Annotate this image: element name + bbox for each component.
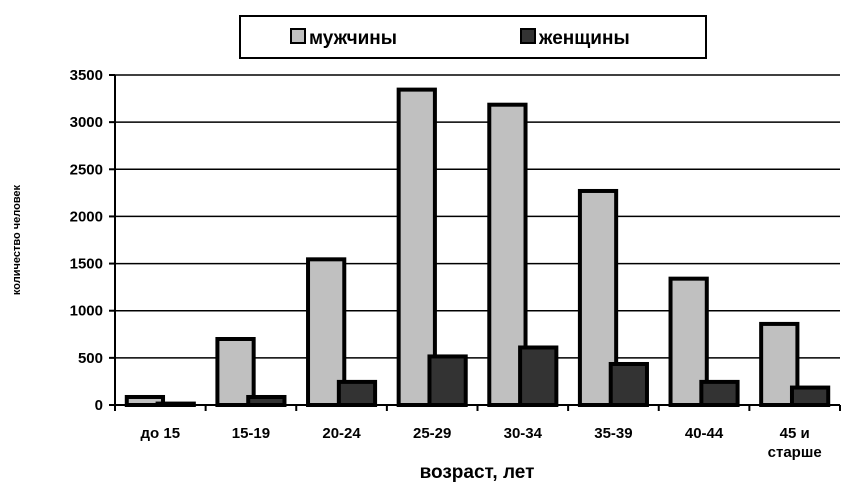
gridlines (115, 74, 840, 359)
bar-women (427, 354, 468, 408)
legend: мужчины женщины (239, 15, 707, 59)
y-axis-title: количество человек (11, 184, 23, 295)
x-tick-label: 40-44 (685, 425, 724, 442)
legend-label-women: женщины (538, 28, 630, 49)
x-tick-label: до 15 (141, 425, 181, 442)
x-tick-label: 30-34 (504, 425, 543, 442)
x-axis-title: возраст, лет (420, 462, 535, 483)
x-tick-label: 15-19 (232, 425, 270, 442)
bars (124, 87, 831, 408)
bar-men (396, 87, 437, 407)
y-tick-label: 3000 (70, 114, 103, 131)
bar-women (246, 394, 287, 408)
bar-women (699, 379, 740, 407)
x-tick-label: 25-29 (413, 425, 451, 442)
bar-women (608, 361, 649, 408)
y-tick-label: 0 (95, 397, 103, 414)
bar-women (336, 379, 378, 407)
x-tick-label: 20-24 (322, 425, 361, 442)
x-tick-label: 35-39 (594, 425, 632, 442)
legend-swatch-men (290, 28, 306, 44)
legend-label-men: мужчины (309, 28, 397, 49)
y-tick-label: 2500 (70, 161, 103, 178)
legend-swatch-women (520, 28, 536, 44)
x-tick-label: старше (768, 444, 822, 461)
x-tick-labels: до 15 15-19 20-24 25-29 30-34 35-39 40-44 45 и с… (114, 405, 841, 461)
y-tick-label: 1500 (70, 256, 103, 273)
bar-women (789, 385, 831, 407)
legend-box (239, 15, 707, 59)
y-tick-label: 500 (78, 350, 103, 367)
x-tick-label: 45 и (780, 425, 810, 442)
y-tick-label: 3500 (70, 67, 103, 84)
y-tick-labels: 0 500 1000 1500 2000 2500 3000 3500 (70, 67, 115, 414)
y-tick-label: 1000 (70, 303, 103, 320)
bar-men (215, 337, 256, 407)
y-tick-label: 2000 (70, 208, 103, 225)
bar-women (518, 345, 559, 408)
